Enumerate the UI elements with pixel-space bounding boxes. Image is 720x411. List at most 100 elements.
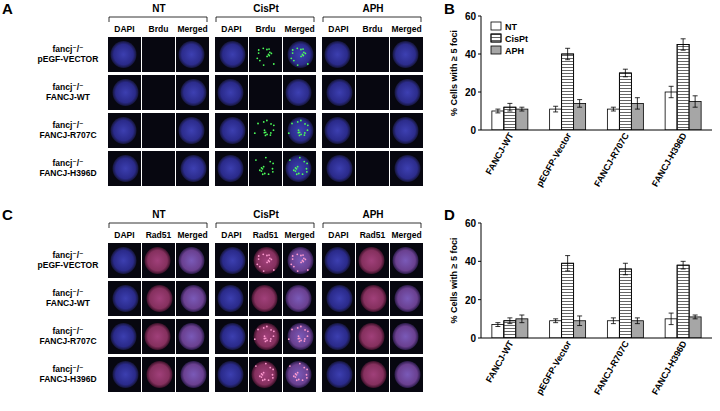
y-tick bbox=[478, 223, 481, 224]
focus bbox=[261, 167, 263, 169]
focus bbox=[273, 124, 275, 126]
legend-hatch bbox=[491, 34, 501, 42]
focus bbox=[291, 123, 293, 125]
channel-label: Brdu bbox=[256, 24, 276, 34]
focus bbox=[257, 123, 259, 125]
micrograph bbox=[249, 243, 282, 278]
focus bbox=[258, 49, 260, 51]
nucleus bbox=[393, 117, 419, 144]
nucleus bbox=[113, 361, 139, 388]
x-tick-label: pEGFP-Vector bbox=[534, 131, 573, 189]
group-label: APH bbox=[362, 3, 383, 14]
focus bbox=[304, 338, 306, 340]
micrograph bbox=[283, 113, 316, 148]
focus bbox=[307, 63, 309, 65]
micrograph bbox=[142, 243, 175, 278]
y-tick bbox=[478, 261, 481, 262]
channel-label: Merged bbox=[177, 24, 207, 34]
nucleus bbox=[113, 155, 139, 182]
focus bbox=[297, 270, 299, 272]
micrograph bbox=[108, 37, 141, 72]
bar bbox=[562, 263, 574, 338]
focus bbox=[306, 163, 308, 165]
nucleus bbox=[286, 361, 312, 388]
focus bbox=[298, 129, 300, 131]
focus bbox=[295, 376, 297, 378]
error-bar bbox=[519, 107, 524, 111]
nucleus bbox=[220, 323, 246, 350]
focus bbox=[306, 377, 308, 379]
error-bar bbox=[553, 106, 558, 112]
focus bbox=[296, 173, 298, 175]
nucleus bbox=[395, 155, 421, 182]
nucleus bbox=[286, 155, 312, 182]
focus bbox=[306, 374, 308, 376]
nucleus bbox=[218, 361, 244, 388]
focus bbox=[300, 255, 302, 257]
row-label: FANCJ-WT bbox=[46, 298, 91, 308]
focus bbox=[258, 255, 260, 257]
y-tick-label: 20 bbox=[465, 87, 477, 98]
nucleus bbox=[179, 41, 205, 68]
micrograph bbox=[390, 75, 423, 110]
focus bbox=[269, 340, 271, 342]
focus bbox=[255, 365, 257, 367]
bar bbox=[492, 111, 504, 130]
bar bbox=[619, 269, 631, 338]
focus bbox=[300, 134, 302, 136]
micrograph bbox=[176, 281, 209, 316]
panel-letter: C bbox=[2, 206, 13, 223]
bracket bbox=[216, 223, 314, 228]
nucleus bbox=[220, 117, 246, 144]
y-axis bbox=[481, 223, 482, 338]
focus bbox=[293, 169, 295, 171]
y-tick bbox=[478, 54, 481, 55]
micrograph bbox=[283, 281, 316, 316]
focus bbox=[296, 379, 298, 381]
focus bbox=[261, 373, 263, 375]
nucleus bbox=[288, 117, 314, 144]
panel-letter: B bbox=[444, 0, 455, 17]
focus bbox=[263, 270, 265, 272]
bar bbox=[677, 265, 689, 338]
row-label: fancj⁻/⁻ bbox=[52, 288, 83, 298]
nucleus bbox=[288, 41, 314, 68]
focus bbox=[268, 254, 270, 256]
focus bbox=[269, 134, 271, 136]
micrograph bbox=[215, 243, 248, 278]
marks bbox=[492, 39, 701, 130]
focus bbox=[262, 168, 264, 170]
bar bbox=[607, 109, 619, 130]
nucleus bbox=[393, 247, 419, 274]
focus bbox=[293, 60, 295, 62]
focus bbox=[289, 159, 291, 161]
focus bbox=[292, 52, 294, 54]
nucleus bbox=[361, 285, 387, 312]
figure: ANTDAPIBrduMergedCisPtDAPIBrduMergedAPHD… bbox=[0, 0, 720, 411]
error-bar bbox=[635, 318, 640, 324]
group-label: NT bbox=[152, 3, 165, 14]
focus bbox=[302, 55, 304, 57]
x-tick-label: FANCJ-WT bbox=[484, 131, 516, 177]
micrograph bbox=[390, 151, 423, 186]
micrograph bbox=[249, 151, 282, 186]
micrograph bbox=[249, 113, 282, 148]
nucleus bbox=[111, 41, 137, 68]
focus bbox=[264, 173, 266, 175]
focus bbox=[304, 123, 306, 125]
focus bbox=[268, 261, 270, 263]
micrograph bbox=[108, 151, 141, 186]
focus bbox=[266, 134, 268, 136]
focus bbox=[306, 171, 308, 173]
focus bbox=[254, 338, 256, 340]
bar bbox=[619, 73, 631, 130]
row-label: FANCJ-R707C bbox=[39, 336, 96, 346]
nucleus bbox=[325, 247, 351, 274]
row-label: FANCJ-H396D bbox=[39, 168, 96, 178]
focus bbox=[273, 63, 275, 65]
error-bar bbox=[519, 315, 524, 323]
nucleus bbox=[361, 361, 387, 388]
focus bbox=[303, 367, 305, 369]
row-label: FANCJ-WT bbox=[46, 92, 91, 102]
focus bbox=[268, 173, 270, 175]
